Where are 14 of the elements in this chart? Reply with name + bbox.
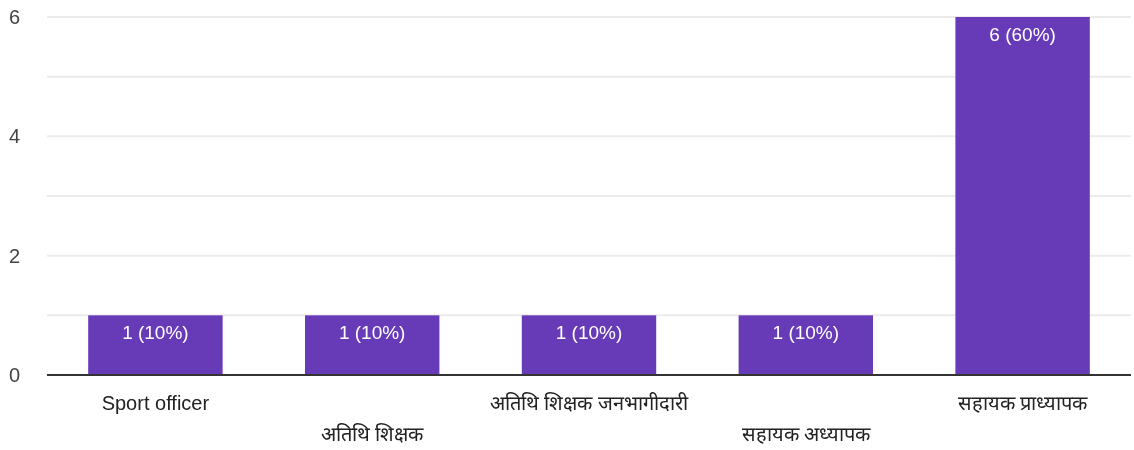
y-tick-label: 2 <box>8 244 20 267</box>
data-label: 1 (10%) <box>338 322 406 344</box>
data-label: 1 (10%) <box>122 322 189 344</box>
y-tick-label: 0 <box>8 364 20 386</box>
x-tick-label: अतिथि शिक्षक <box>320 423 425 445</box>
y-tick-label: 4 <box>8 125 20 148</box>
x-tick-label: Sport officer <box>101 392 210 414</box>
y-tick-label: 6 <box>8 6 20 28</box>
x-tick-label: सहायक प्राध्यापक <box>957 392 1089 414</box>
data-label: 1 (10%) <box>772 322 840 344</box>
x-tick-label: सहायक अध्यापक <box>741 423 872 445</box>
data-label: 6 (60%) <box>989 24 1056 45</box>
x-tick-label: अतिथि शिक्षक जनभागीदारी <box>489 392 690 414</box>
data-label: 1 (10%) <box>555 322 623 344</box>
